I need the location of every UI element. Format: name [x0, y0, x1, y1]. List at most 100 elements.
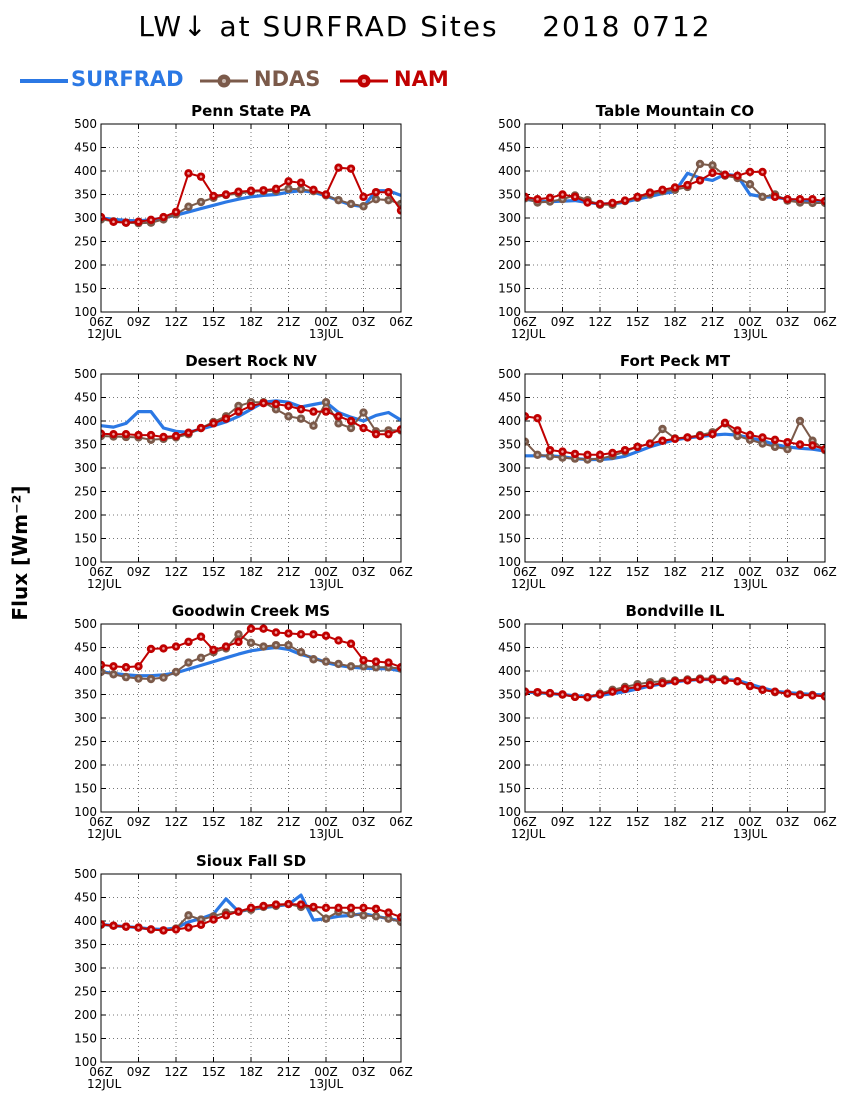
- x-tick-label: 06Z: [813, 815, 837, 829]
- data-point-center-nam: [274, 187, 278, 191]
- data-point-center-ndas: [661, 427, 664, 431]
- data-point-center-ndas: [299, 650, 303, 654]
- data-point-center-ndas: [137, 677, 140, 680]
- data-point-center-nam: [199, 635, 203, 638]
- data-point-center-ndas: [798, 419, 802, 423]
- data-point-center-nam: [312, 905, 315, 909]
- data-point-center-nam: [374, 190, 378, 194]
- series-nam-penn-state-pa: [101, 163, 401, 227]
- data-point-center-nam: [112, 220, 115, 224]
- data-point-center-nam: [636, 195, 639, 199]
- data-point-nam: [525, 412, 530, 421]
- y-tick-label: 200: [74, 1008, 97, 1022]
- data-point-center-ndas: [362, 914, 365, 917]
- series-nam-table-mountain-co: [525, 167, 825, 209]
- data-point-center-nam: [611, 451, 614, 455]
- x-tick-label: 12Z: [588, 565, 612, 579]
- data-point-center-nam: [224, 645, 228, 648]
- panel-frame: [524, 123, 826, 313]
- data-point-center-nam: [811, 694, 814, 697]
- data-point-center-ndas: [187, 914, 190, 917]
- data-point-center-nam: [673, 680, 677, 683]
- legend: SURFRAD NDAS NAM: [18, 66, 478, 96]
- panel-penn-state-pa: Penn State PA 06Z 09Z 12Z 15Z 18Z 21Z 00Z 03Z 06Z…: [74, 102, 413, 341]
- x-tick-label: 21Z: [701, 815, 725, 829]
- data-point-center-nam: [698, 179, 702, 182]
- data-point-center-nam: [761, 436, 764, 439]
- data-point-center-ndas: [312, 657, 315, 661]
- y-tick-label: 200: [498, 758, 521, 772]
- x-tick-label: 03Z: [776, 565, 800, 579]
- data-point-center-ndas: [387, 198, 390, 202]
- x-tick-label: 06Z: [89, 815, 113, 829]
- data-point-center-nam: [586, 453, 589, 457]
- data-point-nam: [101, 660, 106, 670]
- data-point-center-nam: [673, 437, 677, 441]
- data-point-center-nam: [648, 191, 652, 194]
- y-tick-label: 400: [74, 414, 97, 428]
- data-point-center-ndas: [274, 407, 278, 411]
- y-tick-label: 100: [74, 305, 97, 319]
- x-tick-label: 06Z: [513, 565, 537, 579]
- data-point-center-ndas: [349, 426, 353, 430]
- data-point-center-nam: [698, 434, 702, 438]
- data-point-center-ndas: [337, 422, 340, 425]
- x-tick-label: 21Z: [277, 565, 301, 579]
- y-tick-label: 450: [498, 641, 521, 655]
- legend-swatch-nam: [340, 74, 388, 88]
- x-tick-label: 12Z: [588, 315, 612, 329]
- date-label-first: 12JUL: [511, 827, 546, 841]
- data-point-center-nam: [312, 633, 315, 636]
- data-point-center-nam: [661, 439, 664, 443]
- x-tick-label: 09Z: [127, 815, 151, 829]
- panel-frame: [524, 623, 826, 813]
- data-point-center-nam: [748, 684, 752, 688]
- y-tick-label: 250: [74, 235, 97, 249]
- y-tick-label: 150: [498, 782, 521, 796]
- x-tick-label: 12Z: [164, 1065, 188, 1079]
- data-point-center-ndas: [773, 445, 777, 449]
- data-point-center-nam: [623, 687, 627, 691]
- data-point-center-nam: [636, 445, 639, 449]
- data-point-center-nam: [349, 642, 353, 646]
- x-tick-label: 09Z: [551, 315, 575, 329]
- series-nam-bondville-il: [525, 675, 825, 702]
- date-label-mid: 13JUL: [309, 327, 344, 341]
- x-tick-label: 09Z: [551, 815, 575, 829]
- x-tick-label: 03Z: [352, 565, 376, 579]
- data-point-center-nam: [387, 911, 390, 914]
- data-point-center-nam: [249, 404, 253, 408]
- x-tick-label: 21Z: [701, 315, 725, 329]
- data-point-nam: [525, 687, 530, 696]
- data-point-center-nam: [199, 175, 203, 178]
- data-point-center-ndas: [299, 188, 303, 191]
- y-tick-label: 250: [74, 985, 97, 999]
- data-point-center-nam: [249, 627, 253, 630]
- data-point-center-nam: [598, 202, 602, 206]
- y-tick-label: 200: [74, 758, 97, 772]
- data-point-center-nam: [187, 640, 190, 644]
- data-point-center-nam: [199, 923, 203, 927]
- series-nam-sioux-fall-sd: [101, 899, 401, 935]
- data-point-center-ndas: [374, 915, 378, 918]
- x-tick-label: 15Z: [202, 1065, 226, 1079]
- data-point-center-nam: [299, 903, 303, 906]
- y-tick-label: 350: [74, 688, 97, 702]
- data-point-center-nam: [536, 690, 539, 694]
- data-point-center-nam: [536, 416, 539, 420]
- data-point-center-nam: [711, 171, 714, 175]
- data-point-center-ndas: [374, 197, 378, 201]
- data-point-center-nam: [548, 691, 552, 695]
- data-point-center-nam: [337, 166, 340, 170]
- data-point-center-ndas: [287, 415, 290, 418]
- y-tick-label: 500: [498, 617, 521, 631]
- data-point-center-nam: [636, 685, 639, 689]
- data-point-center-nam: [573, 452, 577, 456]
- y-tick-label: 350: [498, 688, 521, 702]
- data-point-center-ndas: [748, 182, 752, 186]
- panel-title-penn-state-pa: Penn State PA: [191, 102, 311, 120]
- y-tick-label: 400: [74, 164, 97, 178]
- data-point-center-ndas: [262, 645, 265, 648]
- data-point-center-ndas: [362, 204, 365, 208]
